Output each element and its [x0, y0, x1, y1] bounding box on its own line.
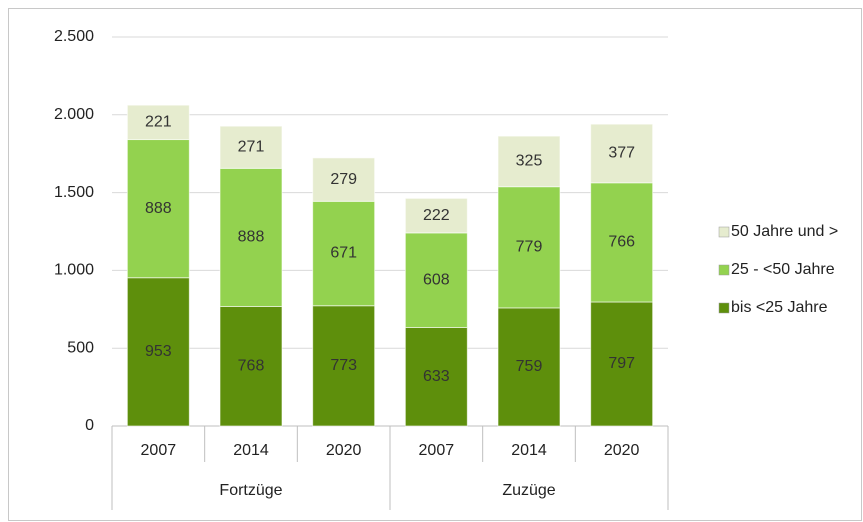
data-label: 953 — [145, 343, 172, 360]
x-tick-label: 2020 — [604, 442, 640, 459]
x-tick-label: 2020 — [326, 442, 362, 459]
data-label: 608 — [423, 271, 450, 288]
bar-segment — [312, 200, 376, 307]
data-label: 797 — [608, 355, 635, 372]
bar-segment — [404, 232, 468, 329]
data-label: 222 — [423, 207, 450, 224]
data-label: 325 — [516, 153, 543, 170]
legend-swatch — [718, 226, 730, 238]
x-tick-label: 2007 — [419, 442, 455, 459]
data-label: 221 — [145, 114, 172, 131]
bar-segment — [497, 135, 561, 188]
data-label: 888 — [145, 200, 172, 217]
bar-segment — [312, 305, 376, 427]
x-tick-label: 2007 — [141, 442, 177, 459]
bar-segment — [219, 305, 283, 427]
group-label: Fortzüge — [219, 482, 282, 499]
y-tick-label: 2.500 — [54, 28, 94, 45]
bar-segment — [312, 157, 376, 202]
data-label: 773 — [330, 357, 357, 374]
x-tick-label: 2014 — [511, 442, 547, 459]
data-label: 766 — [608, 234, 635, 251]
data-label: 271 — [238, 138, 265, 155]
data-label: 279 — [330, 171, 357, 188]
group-label: Zuzüge — [502, 482, 555, 499]
legend-label: bis <25 Jahre — [731, 299, 828, 316]
legend-swatch — [718, 264, 730, 276]
bar-segment — [219, 167, 283, 307]
legend-label: 25 - <50 Jahre — [731, 261, 835, 278]
data-label: 888 — [238, 229, 265, 246]
bar-segment — [219, 125, 283, 169]
bar-segment — [590, 182, 654, 303]
legend-label: 50 Jahre und > — [731, 223, 838, 240]
bar-segment — [590, 123, 654, 184]
data-label: 759 — [516, 358, 543, 375]
bar-segment — [590, 301, 654, 427]
y-tick-label: 1.000 — [54, 262, 94, 279]
legend-swatch — [718, 302, 730, 314]
data-label: 768 — [238, 357, 265, 374]
bar-segment — [404, 197, 468, 234]
bar-segment — [126, 104, 190, 141]
bar-segment — [126, 139, 190, 279]
y-tick-label: 500 — [67, 339, 94, 356]
y-tick-label: 2.000 — [54, 106, 94, 123]
x-tick-label: 2014 — [233, 442, 269, 459]
data-label: 671 — [330, 245, 357, 262]
bar-segment — [404, 327, 468, 427]
data-label: 779 — [516, 239, 543, 256]
bar-segment — [497, 186, 561, 309]
data-label: 633 — [423, 368, 450, 385]
y-tick-label: 1.500 — [54, 184, 94, 201]
y-tick-label: 0 — [85, 417, 94, 434]
data-label: 377 — [608, 145, 635, 162]
bar-segment — [497, 307, 561, 427]
bar-segment — [126, 277, 190, 427]
